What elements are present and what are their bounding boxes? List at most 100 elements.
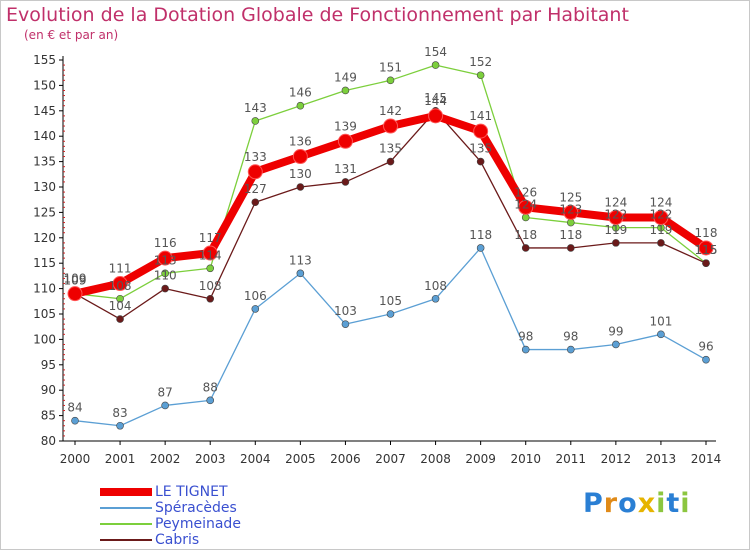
- data-point: [251, 117, 260, 125]
- data-point: [251, 305, 260, 313]
- data-point: [431, 61, 440, 69]
- data-label: 115: [695, 243, 718, 257]
- legend-label: LE TIGNET: [155, 484, 228, 500]
- chart-subtitle: (en € et par an): [24, 28, 119, 42]
- data-label: 87: [158, 385, 173, 399]
- data-point: [566, 345, 575, 354]
- data-label: 136: [289, 135, 312, 149]
- data-point: [386, 157, 395, 166]
- x-tick-label: 2009: [465, 452, 496, 466]
- data-point: [698, 240, 714, 256]
- data-point: [206, 396, 215, 405]
- data-label: 109: [64, 274, 87, 288]
- data-point: [386, 76, 395, 85]
- data-label: 141: [469, 109, 492, 123]
- y-tick-label: 90: [41, 383, 56, 397]
- data-label: 118: [695, 226, 718, 240]
- data-point: [337, 133, 353, 149]
- data-label: 98: [518, 330, 533, 344]
- data-label: 124: [604, 195, 627, 209]
- data-point: [206, 264, 215, 273]
- data-label: 146: [289, 86, 312, 100]
- data-label: 133: [244, 150, 267, 164]
- data-point: [202, 245, 218, 261]
- data-point: [116, 421, 124, 430]
- data-label: 114: [199, 248, 222, 262]
- y-tick-label: 120: [33, 231, 56, 245]
- data-point: [657, 330, 665, 339]
- data-point: [341, 86, 350, 95]
- data-label: 122: [604, 208, 627, 222]
- x-tick-label: 2002: [150, 452, 181, 466]
- legend-swatch: [100, 507, 152, 509]
- data-label: 131: [334, 162, 357, 176]
- legend-swatch: [100, 523, 152, 525]
- data-label: 106: [244, 289, 267, 303]
- data-point: [702, 259, 710, 268]
- data-point: [473, 123, 489, 139]
- data-label: 118: [559, 228, 582, 242]
- y-tick-label: 80: [41, 434, 56, 448]
- series-layer: [67, 61, 714, 430]
- data-label: 96: [698, 340, 713, 354]
- chart-title: Evolution de la Dotation Globale de Fonc…: [6, 4, 629, 26]
- data-point: [157, 250, 173, 266]
- logo-letter: i: [656, 488, 667, 519]
- data-label: 108: [109, 279, 132, 293]
- data-point: [476, 157, 485, 166]
- data-label: 103: [334, 304, 357, 318]
- data-point: [112, 276, 128, 292]
- y-tick-label: 95: [41, 358, 56, 372]
- data-point: [521, 213, 530, 222]
- data-label: 152: [469, 55, 492, 69]
- x-tick-label: 2010: [510, 452, 541, 466]
- data-point: [476, 244, 485, 252]
- data-point: [341, 320, 350, 328]
- y-tick-label: 100: [33, 332, 56, 346]
- y-tick-label: 135: [33, 155, 56, 169]
- data-point: [296, 101, 305, 110]
- x-tick-label: 2003: [195, 452, 226, 466]
- legend-swatch: [100, 488, 152, 496]
- x-tick-label: 2000: [60, 452, 91, 466]
- data-label: 101: [649, 314, 672, 328]
- data-label: 143: [244, 101, 267, 115]
- data-point: [296, 183, 305, 191]
- data-point: [386, 310, 395, 318]
- data-point: [161, 284, 169, 293]
- data-point: [116, 315, 124, 323]
- data-label: 88: [203, 380, 218, 394]
- data-point: [653, 209, 669, 225]
- data-label: 122: [649, 208, 672, 222]
- legend-swatch: [100, 539, 152, 541]
- data-label: 84: [67, 401, 82, 415]
- data-label: 139: [334, 119, 357, 133]
- x-tick-label: 2007: [375, 452, 406, 466]
- x-tick-label: 2011: [556, 452, 587, 466]
- x-tick-label: 2014: [691, 452, 722, 466]
- data-label: 111: [109, 262, 132, 276]
- data-point: [67, 286, 83, 302]
- data-point: [521, 244, 530, 252]
- data-label: 105: [379, 294, 402, 308]
- data-label: 149: [334, 70, 357, 84]
- data-point: [563, 204, 579, 220]
- series-le-tignet: [67, 108, 714, 302]
- y-tick-label: 145: [33, 104, 56, 118]
- y-tick-label: 125: [33, 205, 56, 219]
- y-tick-label: 105: [33, 307, 56, 321]
- data-point: [251, 198, 260, 207]
- data-label: 110: [154, 269, 177, 283]
- logo-letter: r: [603, 488, 619, 519]
- data-label: 118: [514, 228, 537, 242]
- data-point: [247, 164, 263, 180]
- legend-label: Cabris: [155, 532, 200, 548]
- data-label: 118: [469, 228, 492, 242]
- data-point: [206, 294, 215, 303]
- x-tick-label: 2005: [285, 452, 316, 466]
- data-label: 135: [379, 142, 402, 156]
- data-label: 117: [199, 231, 222, 245]
- data-label: 154: [424, 45, 447, 59]
- data-point: [116, 294, 124, 303]
- data-point: [476, 71, 485, 80]
